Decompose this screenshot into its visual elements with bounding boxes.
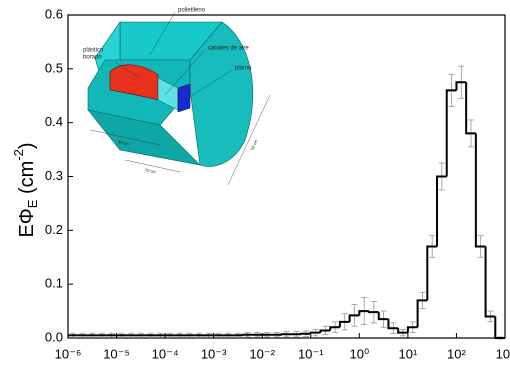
y-tick-label: 0.1 bbox=[45, 276, 63, 291]
dimension-label: 20 cm bbox=[145, 167, 157, 174]
y-axis-label-part: -2 bbox=[11, 149, 26, 161]
histogram-step bbox=[301, 334, 311, 335]
x-tick-label: 10⁰ bbox=[349, 346, 369, 361]
inset-label: borado bbox=[83, 55, 102, 61]
x-tick-label: 10⁻⁵ bbox=[103, 346, 130, 361]
y-axis-label: EΦE (cm-2) bbox=[11, 142, 40, 237]
inset-label: plomo bbox=[235, 66, 252, 72]
inset-label: plástico bbox=[83, 48, 104, 54]
x-tick-label: 10⁻¹ bbox=[298, 346, 324, 361]
y-tick-label: 0.5 bbox=[45, 60, 63, 75]
inset-diagram: polietileno plástico borado canales de a… bbox=[83, 8, 270, 185]
y-tick-label: 0.3 bbox=[45, 168, 63, 183]
x-tick-label: 10³ bbox=[496, 346, 510, 361]
x-tick-label: 10⁻² bbox=[249, 346, 275, 361]
histogram-step bbox=[369, 311, 379, 312]
dimension-label: 50 cm bbox=[249, 138, 258, 151]
histogram-step bbox=[476, 133, 486, 246]
y-tick-label: 0.6 bbox=[45, 6, 63, 21]
x-tick-label: 10⁻⁶ bbox=[55, 346, 82, 361]
y-axis-label-part: ) bbox=[16, 142, 38, 149]
y-axis-label-part: EΦ bbox=[16, 208, 38, 237]
y-axis-label-part: E bbox=[25, 199, 40, 208]
histogram-step bbox=[311, 333, 321, 334]
inset-label: polietileno bbox=[178, 8, 206, 14]
chart: 0.0 0.1 0.2 0.3 0.4 0.5 0.6 10⁻⁶ 10⁻⁵ 10⁻⁴ 10⁻³ 10⁻… bbox=[0, 0, 510, 371]
y-tick-label: 0.2 bbox=[45, 222, 63, 237]
x-tick-label: 10⁻⁴ bbox=[152, 346, 179, 361]
y-axis-label-part: (cm bbox=[16, 161, 38, 200]
x-tick-label: 10⁻³ bbox=[201, 346, 227, 361]
y-tick-label: 0.4 bbox=[45, 114, 63, 129]
x-tick-label: 10¹ bbox=[398, 346, 417, 361]
histogram-step bbox=[243, 335, 253, 336]
x-tick-label: 10² bbox=[447, 346, 466, 361]
inset-label: canales de aire bbox=[208, 46, 249, 52]
histogram-step bbox=[486, 246, 496, 316]
histogram-step bbox=[282, 334, 292, 335]
y-tick-label: 0.0 bbox=[45, 329, 63, 344]
histogram-step bbox=[495, 316, 505, 338]
